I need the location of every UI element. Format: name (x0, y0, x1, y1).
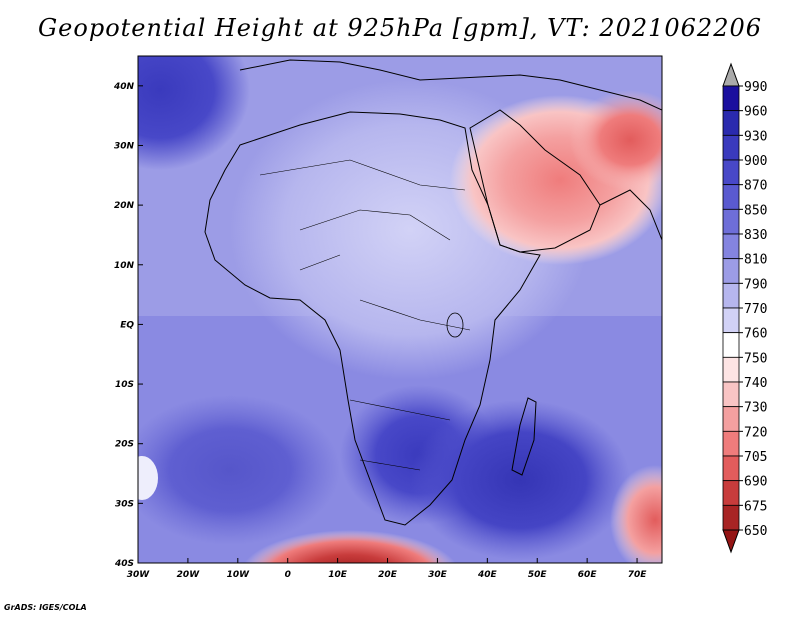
colorbar-swatch (722, 85, 740, 112)
madagascar-coastline (511, 397, 537, 476)
contour-field (138, 56, 662, 563)
lon-tick-label: 30E (428, 570, 448, 580)
colorbar-swatch (722, 184, 740, 210)
lat-tick-label: 10N (114, 261, 135, 271)
southeast-trough (610, 465, 662, 563)
colorbar-swatch (722, 406, 740, 432)
lon-tick-label: 20W (177, 570, 201, 580)
arabia-coastline (469, 109, 601, 253)
lon-tick-label: 40E (477, 570, 498, 580)
pakistan-low (570, 90, 662, 190)
atlantic-small-anomaly (138, 456, 158, 500)
lat-tick-label: EQ (120, 320, 134, 330)
colorbar-swatch (722, 381, 740, 408)
chart-title: Geopotential Height at 925hPa [gpm], VT:… (38, 14, 762, 42)
colorbar-label: 850 (744, 203, 767, 218)
colorbar-label: 690 (744, 475, 767, 490)
colorbar-label: 960 (744, 105, 767, 120)
lon-tick-label: 10E (328, 570, 348, 580)
colorbar-swatch (722, 504, 740, 531)
colorbar-swatch (722, 110, 740, 136)
colorbar-label: 730 (744, 401, 767, 416)
colorbar-label: 830 (744, 228, 767, 243)
colorbar-swatch (722, 134, 740, 161)
colorbar-swatch (722, 208, 740, 235)
colorbar-label: 675 (744, 499, 767, 514)
lat-tick-label: 40S (114, 559, 134, 569)
india-coastline (599, 189, 662, 241)
atlantic-high (138, 56, 250, 170)
colorbar-swatch (722, 480, 740, 506)
colorbar-swatch (722, 307, 740, 334)
colorbar-label: 760 (744, 327, 767, 342)
southern-trough (243, 530, 457, 563)
lat-tick-label: 30S (115, 499, 134, 509)
colorbar-label: 770 (744, 302, 767, 317)
lat-tick-label: 10S (115, 380, 134, 390)
lon-tick-label: 30W (127, 570, 151, 580)
country-borders (259, 159, 471, 471)
colorbar-swatch (722, 332, 740, 358)
colorbar-swatch (722, 455, 740, 482)
colorbar-label: 705 (744, 450, 767, 465)
lat-tick-label: 20S (115, 440, 134, 450)
lon-tick-label: 10W (227, 570, 251, 580)
lat-tick-label: 40N (113, 82, 135, 92)
lon-tick-label: 50E (528, 570, 548, 580)
colorbar-swatch (722, 430, 740, 457)
colorbar-swatch (722, 356, 740, 383)
lat-tick-label: 20N (114, 201, 135, 211)
colorbar: 990 960 930 900 870 850 830 810 790 770 760 750 740 7… (722, 62, 767, 554)
colorbar-swatch (722, 282, 740, 309)
colorbar-label: 750 (744, 351, 767, 366)
colorbar-label: 790 (744, 277, 767, 292)
map-frame (137, 55, 663, 564)
lon-tick-label: 60E (578, 570, 598, 580)
lon-tick-label: 70E (628, 570, 648, 580)
lon-tick-label: 0 (285, 570, 291, 580)
colorbar-swatch (722, 258, 740, 284)
credit-text: GrADS: IGES/COLA (4, 603, 87, 612)
colorbar-label: 720 (744, 425, 767, 440)
lat-tick-label: 30N (114, 141, 135, 151)
colorbar-label: 990 (744, 80, 767, 95)
colorbar-top-arrow (722, 62, 740, 87)
south-atlantic-high (138, 395, 340, 545)
europe-coastline (239, 59, 662, 111)
lon-tick-label: 20E (378, 570, 398, 580)
colorbar-label: 900 (744, 154, 767, 169)
colorbar-label: 810 (744, 253, 767, 268)
africa-coastline (204, 111, 541, 526)
colorbar-bottom-arrow (722, 529, 740, 554)
colorbar-label: 870 (744, 179, 767, 194)
axis-ticks: 30W 20W 10W 0 10E 20E 30E 40E 50E 60E 70E 40N 30N 20N… (113, 82, 647, 580)
lake-victoria (446, 312, 464, 338)
colorbar-label: 930 (744, 129, 767, 144)
colorbar-label: 650 (744, 524, 767, 539)
colorbar-swatch (722, 159, 740, 186)
colorbar-label: 740 (744, 376, 767, 391)
colorbar-swatch (722, 233, 740, 260)
